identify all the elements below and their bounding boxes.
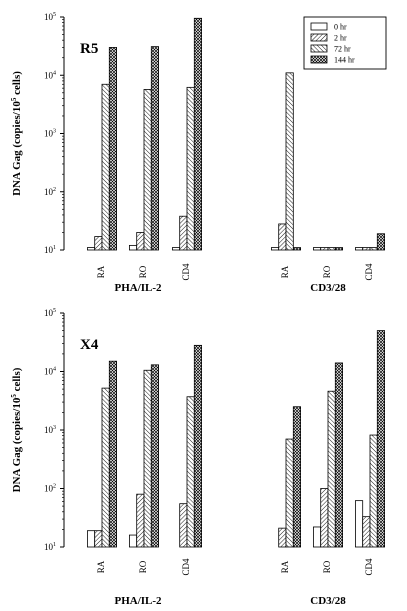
bar-0-hr — [312, 526, 322, 548]
legend-entry: 144 hr — [334, 56, 355, 65]
chart-panel-x4: 101 102 103 104 105 DNA Gag (copies/105 cell… — [10, 308, 385, 607]
bar-2-hr — [179, 503, 188, 548]
bar-0-hr — [312, 247, 322, 251]
bar-0-hr — [354, 247, 364, 251]
legend-entry: 0 hr — [334, 23, 347, 32]
bar-0-hr — [171, 247, 181, 251]
bar-2-hr — [320, 488, 329, 548]
y-tick-label: 105 — [44, 12, 56, 22]
category-label: CD4 — [181, 263, 191, 281]
y-tick-label: 101 — [44, 245, 56, 255]
legend-entry: 72 hr — [334, 45, 351, 54]
bar-2-hr — [320, 247, 329, 251]
y-tick-label: 105 — [44, 308, 56, 318]
category-label: CD4 — [181, 558, 191, 576]
bar-144-hr — [334, 247, 343, 251]
group-label: PHA/IL-2 — [114, 595, 162, 607]
y-axis-label: DNA Gag (copies/105 cells) — [10, 367, 23, 492]
bar-0-hr — [87, 530, 96, 548]
panel-label: R5 — [80, 41, 98, 57]
y-tick-label: 102 — [44, 484, 56, 494]
bar-2-hr — [278, 223, 287, 251]
group-label: PHA/IL-2 — [114, 282, 162, 294]
y-tick-label: 103 — [44, 425, 56, 435]
legend-swatch — [310, 33, 328, 42]
panel-label: X4 — [80, 337, 99, 353]
category-label: CD4 — [364, 558, 374, 576]
bar-group — [87, 330, 385, 548]
category-label: CD4 — [364, 263, 374, 281]
category-label: RO — [322, 560, 332, 573]
bar-72-hr — [327, 390, 336, 548]
bar-0-hr — [128, 244, 138, 251]
bar-group — [87, 17, 385, 251]
bar-72-hr — [285, 438, 294, 548]
group-label: CD3/28 — [310, 595, 346, 607]
bar-144-hr — [334, 362, 343, 548]
y-axis: 101 102 103 104 105 — [44, 12, 65, 255]
bar-72-hr — [369, 247, 378, 251]
bar-2-hr — [362, 247, 371, 251]
legend-swatch — [310, 22, 328, 31]
bar-72-hr — [101, 387, 110, 548]
category-label: RA — [96, 560, 106, 573]
bar-144-hr — [292, 247, 301, 251]
bar-144-hr — [108, 360, 118, 548]
category-labels: RA RO CD4 RA RO CD4 — [96, 263, 374, 281]
y-tick-label: 104 — [44, 70, 56, 80]
legend-entry: 2 hr — [334, 34, 347, 43]
bar-72-hr — [327, 247, 336, 251]
bar-72-hr — [186, 396, 195, 548]
bar-144-hr — [193, 17, 203, 251]
legend-swatch — [310, 44, 328, 53]
bar-2-hr — [136, 493, 145, 548]
category-label: RO — [138, 560, 148, 573]
legend: 0 hr 2 hr 72 hr 144 hr — [303, 16, 387, 70]
category-label: RA — [96, 265, 106, 278]
bar-144-hr — [150, 364, 160, 548]
group-labels: PHA/IL-2 CD3/28 — [114, 595, 346, 607]
y-tick-label: 104 — [44, 367, 56, 377]
bar-2-hr — [362, 516, 371, 548]
bar-144-hr — [376, 330, 385, 548]
bar-2-hr — [94, 236, 103, 251]
bar-0-hr — [128, 534, 138, 548]
bar-0-hr — [87, 247, 96, 251]
bar-144-hr — [150, 46, 160, 251]
y-tick-label: 101 — [44, 542, 56, 552]
y-axis-label: DNA Gag (copies/105 cells) — [10, 71, 23, 196]
bar-144-hr — [376, 233, 385, 251]
legend-swatch — [310, 55, 328, 64]
bar-72-hr — [101, 83, 110, 251]
bar-144-hr — [193, 344, 203, 548]
y-tick-label: 102 — [44, 187, 56, 197]
group-label: CD3/28 — [310, 282, 346, 294]
bar-72-hr — [285, 72, 294, 251]
category-label: RA — [280, 265, 290, 278]
bar-72-hr — [186, 86, 195, 251]
category-label: RO — [322, 265, 332, 278]
bar-2-hr — [136, 232, 145, 251]
bar-2-hr — [179, 215, 188, 251]
bar-2-hr — [278, 527, 287, 548]
bar-0-hr — [354, 500, 364, 548]
bar-72-hr — [369, 434, 378, 548]
bar-144-hr — [292, 406, 301, 548]
chart-panel-r5: 101 102 103 104 105 DNA Gag (copies/105 cell… — [10, 12, 387, 294]
category-label: RA — [280, 560, 290, 573]
category-label: RO — [138, 265, 148, 278]
bar-72-hr — [143, 89, 152, 251]
y-axis: 101 102 103 104 105 — [44, 308, 65, 552]
y-tick-label: 103 — [44, 129, 56, 139]
category-labels: RA RO CD4 RA RO CD4 — [96, 558, 374, 576]
group-labels: PHA/IL-2 CD3/28 — [114, 282, 346, 294]
bar-144-hr — [108, 47, 118, 251]
bar-2-hr — [94, 530, 103, 548]
bar-0-hr — [270, 247, 280, 251]
bar-72-hr — [143, 369, 152, 548]
